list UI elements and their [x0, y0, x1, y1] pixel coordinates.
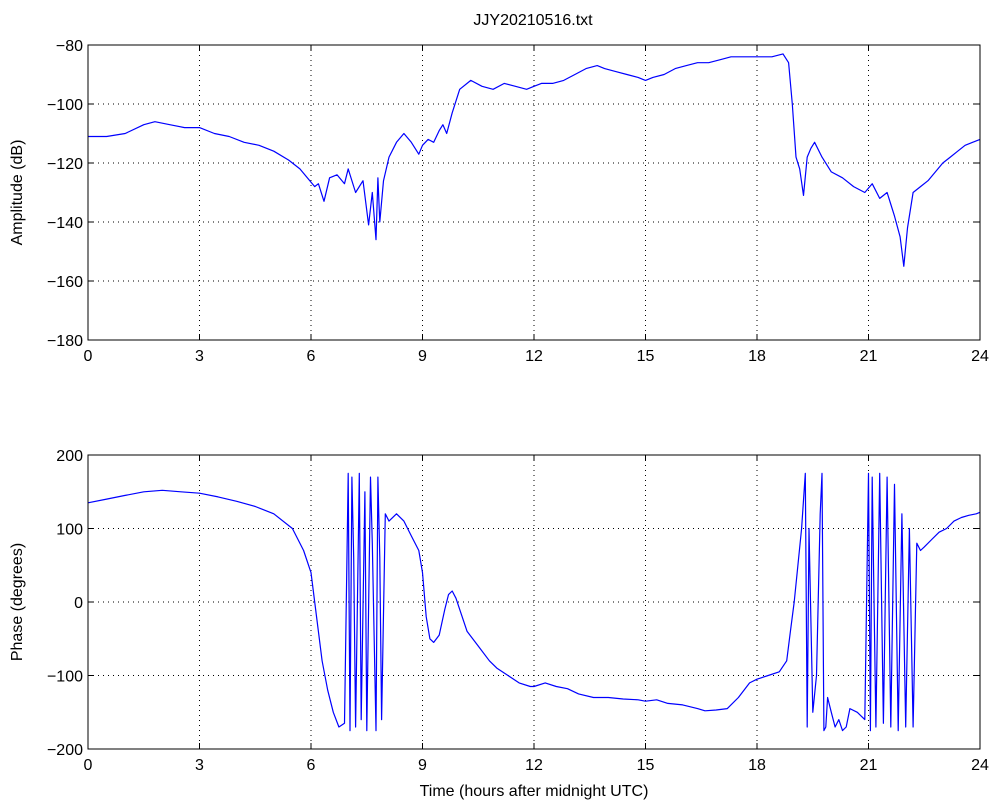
phase-y-tick-label: −200	[47, 742, 83, 759]
phase-x-tick-label: 18	[748, 757, 766, 774]
phase-x-tick-label: 9	[418, 757, 427, 774]
amplitude-x-tick-label: 15	[637, 348, 655, 365]
phase-x-tick-label: 12	[525, 757, 543, 774]
phase-x-tick-label: 6	[307, 757, 316, 774]
amplitude-x-tick-label: 6	[307, 348, 316, 365]
phase-x-tick-label: 0	[84, 757, 93, 774]
amplitude-y-tick-label: −80	[56, 38, 83, 55]
amplitude-x-tick-label: 3	[195, 348, 204, 365]
phase-y-tick-label: 0	[74, 595, 83, 612]
amplitude-x-tick-label: 12	[525, 348, 543, 365]
phase-series-line	[87, 472, 981, 732]
amplitude-y-tick-label: −160	[47, 274, 83, 291]
amplitude-y-tick-label: −180	[47, 333, 83, 350]
amplitude-x-tick-label: 24	[971, 348, 989, 365]
phase-panel: 0 3 6 9 12 15 18 21 24 −200 −100 0 100 200 Phase (deg…	[9, 448, 989, 800]
phase-y-axis-label: Phase (degrees)	[9, 543, 26, 661]
amplitude-x-tick-label: 0	[84, 348, 93, 365]
phase-y-tick-label: 200	[56, 448, 83, 465]
amplitude-y-tick-label: −100	[47, 97, 83, 114]
amplitude-y-tick-label: −120	[47, 156, 83, 173]
phase-x-axis-label: Time (hours after midnight UTC)	[420, 783, 649, 800]
phase-x-tick-label: 3	[195, 757, 204, 774]
phase-x-tick-label: 15	[637, 757, 655, 774]
phase-grid	[88, 455, 980, 749]
amplitude-ticks: 0 3 6 9 12 15 18 21 24 −180 −160 −140 −120 −100 −80	[47, 38, 989, 365]
amplitude-x-tick-label: 18	[748, 348, 766, 365]
chart-title: JJY20210516.txt	[473, 12, 593, 29]
phase-y-tick-label: −100	[47, 669, 83, 686]
amplitude-x-tick-label: 21	[860, 348, 878, 365]
amplitude-y-tick-label: −140	[47, 215, 83, 232]
phase-y-tick-label: 100	[56, 522, 83, 539]
amplitude-x-tick-label: 9	[418, 348, 427, 365]
amplitude-series-line	[88, 53, 981, 267]
phase-x-tick-label: 21	[860, 757, 878, 774]
amplitude-y-axis-label: Amplitude (dB)	[9, 140, 26, 246]
phase-ticks: 0 3 6 9 12 15 18 21 24 −200 −100 0 100 200	[47, 448, 989, 774]
amplitude-grid	[88, 45, 980, 340]
phase-x-tick-label: 24	[971, 757, 989, 774]
amplitude-panel: 0 3 6 9 12 15 18 21 24 −180 −160 −140 −120 −100 −80 Am…	[9, 38, 989, 365]
